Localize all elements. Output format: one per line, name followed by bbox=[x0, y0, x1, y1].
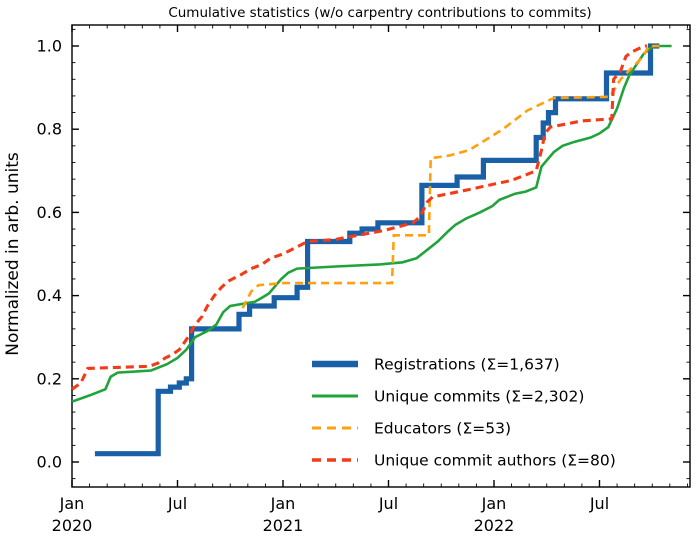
legend-label-educators: Educators (Σ=53) bbox=[374, 420, 511, 438]
x-tick-label: Jul bbox=[589, 494, 609, 513]
y-axis-label: Normalized in arb. units bbox=[3, 152, 23, 356]
chart-title: Cumulative statistics (w/o carpentry con… bbox=[168, 5, 591, 21]
x-tick-year-label: 2020 bbox=[52, 516, 93, 535]
legend-label-registrations: Registrations (Σ=1,637) bbox=[374, 356, 560, 374]
y-tick-label: 0.4 bbox=[37, 286, 62, 305]
y-tick-label: 0.2 bbox=[37, 369, 62, 388]
x-tick-label: Jan bbox=[59, 494, 85, 513]
y-tick-label: 0.8 bbox=[37, 120, 62, 139]
data-series bbox=[71, 43, 672, 457]
legend-item-registrations: Registrations (Σ=1,637) bbox=[312, 356, 560, 374]
axis-tick-labels: Jan 2020 Jul Jan 2021 Jul Jan 2022 Jul 0.0 0.2 0.4 0… bbox=[37, 37, 610, 536]
x-tick-year-label: 2021 bbox=[263, 516, 304, 535]
legend: Registrations (Σ=1,637) Unique commits (Σ… bbox=[312, 356, 616, 470]
series-line-educators bbox=[241, 44, 660, 309]
plot-border bbox=[71, 24, 691, 488]
x-tick-label: Jan bbox=[481, 494, 507, 513]
series-line-unique-commits bbox=[71, 44, 672, 403]
x-tick-year-label: 2022 bbox=[474, 516, 515, 535]
legend-label-unique-commit-authors: Unique commit authors (Σ=80) bbox=[374, 452, 616, 470]
series-line-registrations bbox=[94, 43, 660, 457]
y-tick-label: 0.0 bbox=[37, 453, 62, 472]
legend-label-unique-commits: Unique commits (Σ=2,302) bbox=[374, 388, 584, 406]
axes-frame bbox=[71, 24, 691, 488]
y-tick-label: 0.6 bbox=[37, 203, 62, 222]
series-line-unique-commit-authors bbox=[71, 44, 647, 391]
axis-ticks bbox=[71, 25, 690, 487]
x-tick-label: Jul bbox=[378, 494, 398, 513]
legend-item-unique-commits: Unique commits (Σ=2,302) bbox=[312, 388, 584, 406]
x-tick-label: Jul bbox=[167, 494, 187, 513]
y-tick-label: 1.0 bbox=[37, 37, 62, 56]
legend-item-unique-commit-authors: Unique commit authors (Σ=80) bbox=[312, 452, 616, 470]
x-tick-label: Jan bbox=[270, 494, 296, 513]
legend-item-educators: Educators (Σ=53) bbox=[312, 420, 511, 438]
